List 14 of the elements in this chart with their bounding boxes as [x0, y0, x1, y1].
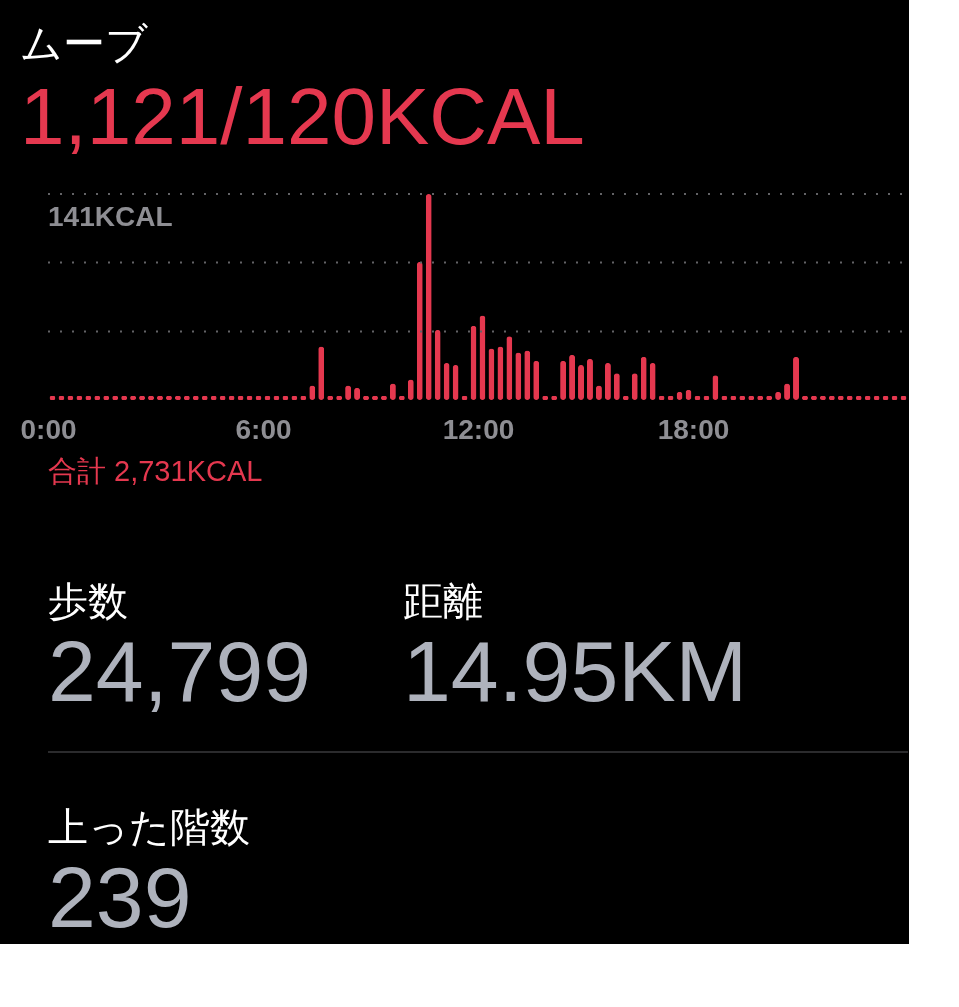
text: 239	[48, 849, 192, 945]
text: 14.95KM	[403, 623, 748, 719]
text: 上った階数	[48, 805, 250, 849]
x-tick-label: 6:00	[235, 413, 292, 445]
x-tick-label: 0:00	[20, 413, 77, 445]
ref-line-label: 141KCAL	[48, 201, 173, 232]
text: 24,799	[48, 623, 312, 719]
text: 合計 2,731KCAL	[48, 455, 263, 487]
text: 歩数	[48, 579, 128, 623]
x-tick-label: 12:00	[442, 413, 515, 445]
chart-subtitle: 1,121/120KCAL	[19, 72, 585, 161]
chart-title: ムーブ	[19, 20, 148, 67]
x-tick-label: 18:00	[657, 413, 730, 445]
text: 距離	[403, 579, 483, 623]
